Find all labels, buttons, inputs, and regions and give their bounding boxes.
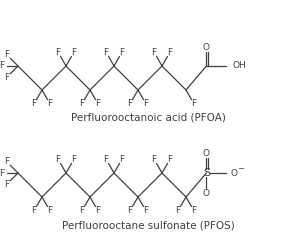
Text: F: F xyxy=(167,155,172,164)
Text: F: F xyxy=(143,99,148,108)
Text: OH: OH xyxy=(232,61,246,71)
Text: F: F xyxy=(32,99,37,108)
Text: F: F xyxy=(128,99,133,108)
Text: Perfluorooctane sulfonate (PFOS): Perfluorooctane sulfonate (PFOS) xyxy=(61,221,234,231)
Text: F: F xyxy=(80,99,85,108)
Text: F: F xyxy=(191,99,196,108)
Text: F: F xyxy=(152,155,157,164)
Text: F: F xyxy=(4,73,9,82)
Text: O: O xyxy=(230,169,237,177)
Text: −: − xyxy=(237,165,244,173)
Text: F: F xyxy=(0,169,4,177)
Text: F: F xyxy=(71,155,76,164)
Text: F: F xyxy=(191,206,196,215)
Text: F: F xyxy=(4,157,9,166)
Text: O: O xyxy=(203,43,210,51)
Text: F: F xyxy=(71,48,76,57)
Text: F: F xyxy=(56,48,61,57)
Text: F: F xyxy=(32,206,37,215)
Text: F: F xyxy=(167,48,172,57)
Text: F: F xyxy=(0,61,4,71)
Text: F: F xyxy=(119,155,124,164)
Text: Perfluorooctanoic acid (PFOA): Perfluorooctanoic acid (PFOA) xyxy=(70,113,225,123)
Text: S: S xyxy=(203,168,210,178)
Text: F: F xyxy=(176,206,181,215)
Text: F: F xyxy=(95,99,101,108)
Text: O: O xyxy=(203,188,210,198)
Text: F: F xyxy=(4,180,9,189)
Text: F: F xyxy=(47,99,52,108)
Text: F: F xyxy=(56,155,61,164)
Text: F: F xyxy=(143,206,148,215)
Text: F: F xyxy=(152,48,157,57)
Text: F: F xyxy=(95,206,101,215)
Text: F: F xyxy=(4,50,9,59)
Text: F: F xyxy=(103,155,109,164)
Text: F: F xyxy=(128,206,133,215)
Text: F: F xyxy=(119,48,124,57)
Text: F: F xyxy=(80,206,85,215)
Text: F: F xyxy=(47,206,52,215)
Text: F: F xyxy=(103,48,109,57)
Text: O: O xyxy=(203,148,210,158)
